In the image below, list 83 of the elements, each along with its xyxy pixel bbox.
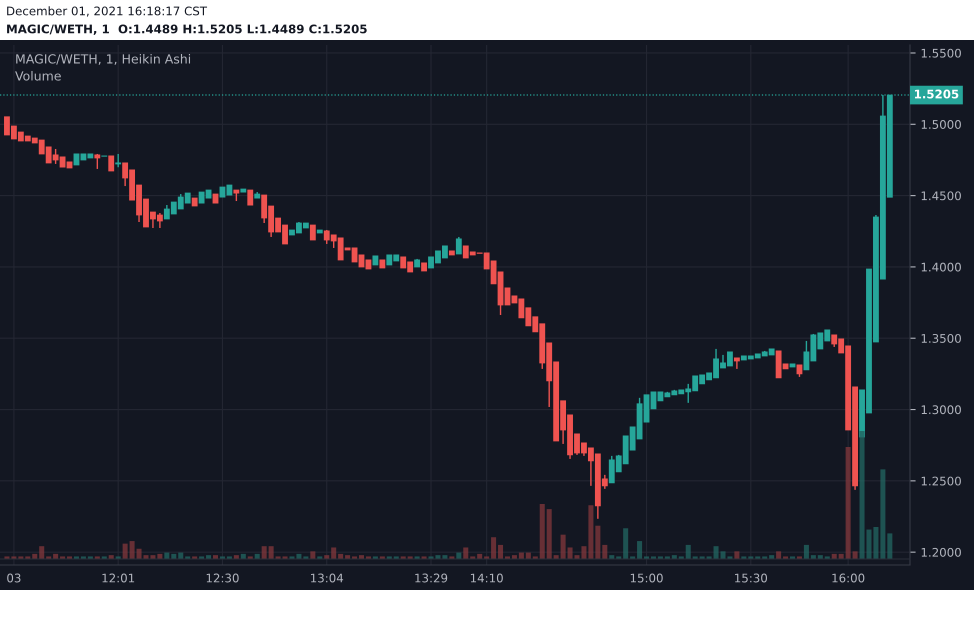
- x-tick-label: 15:00: [630, 574, 663, 582]
- bar: [164, 552, 170, 559]
- bar: [887, 533, 892, 559]
- bar: [714, 546, 719, 559]
- bar: [637, 541, 642, 559]
- bar: [554, 555, 559, 559]
- text: MAGIC/WETH, 1, Heikin Ashi: [16, 54, 190, 65]
- y-tick-label: 1.5500: [922, 48, 961, 58]
- bar: [358, 555, 364, 559]
- candlestick: [310, 224, 316, 240]
- bar: [143, 555, 148, 559]
- bar: [734, 551, 740, 559]
- bar: [213, 555, 218, 559]
- x-tick-label: 13:29: [415, 574, 448, 582]
- bar: [818, 555, 823, 559]
- candlestick: [115, 153, 122, 168]
- x-tick-label: 12:30: [206, 574, 239, 582]
- bar: [588, 505, 594, 559]
- ref-line-label: 1.5205: [914, 90, 958, 98]
- bar: [776, 551, 782, 559]
- bar: [810, 555, 816, 559]
- y-tick-label: 1.2000: [922, 548, 961, 557]
- bar: [595, 526, 600, 559]
- bar: [442, 555, 448, 559]
- y-tick-label: 1.5000: [922, 120, 961, 129]
- bar: [866, 530, 872, 559]
- bar: [262, 546, 267, 559]
- candlestick: [247, 190, 254, 206]
- bar: [234, 555, 239, 559]
- bar: [574, 555, 580, 559]
- y-tick-label: 1.4000: [922, 262, 961, 272]
- bar: [518, 552, 524, 559]
- bar: [880, 469, 886, 559]
- bar: [206, 555, 212, 559]
- bar: [873, 527, 878, 559]
- y-tick-label: 1.2500: [922, 476, 961, 486]
- bar: [498, 544, 504, 559]
- y-tick-label: 1.3000: [922, 405, 961, 414]
- bar: [672, 555, 677, 559]
- bar: [108, 555, 114, 559]
- bar: [546, 509, 552, 559]
- bar: [720, 551, 726, 559]
- bar: [581, 546, 586, 559]
- bar: [130, 541, 135, 559]
- y-tick-label: 1.4500: [922, 191, 961, 200]
- bar: [310, 551, 316, 559]
- bar: [150, 555, 156, 559]
- y-tick-label: 1.3500: [922, 334, 961, 343]
- bar: [526, 552, 531, 559]
- bar: [568, 547, 573, 559]
- bar: [804, 544, 809, 559]
- bar: [623, 528, 628, 559]
- bar: [268, 546, 274, 559]
- bar: [769, 555, 774, 559]
- bar: [846, 447, 851, 559]
- x-tick-label: 16:00: [832, 574, 864, 582]
- candlestick: [456, 236, 462, 255]
- candlestick: [233, 189, 240, 202]
- text: December 01, 2021 16:18:17 CST: [7, 6, 208, 17]
- x-tick-label: 12:01: [102, 574, 134, 582]
- bar: [136, 548, 142, 559]
- bar: [435, 555, 440, 559]
- bar: [602, 544, 608, 559]
- bar: [456, 552, 462, 559]
- x-tick-label: 13:04: [311, 574, 344, 582]
- candlestick: [94, 153, 100, 170]
- bar: [345, 555, 350, 559]
- x-tick-label: 15:30: [735, 574, 768, 582]
- chart-title: Volume: [15, 70, 61, 81]
- candlestick: [108, 156, 114, 172]
- bar: [324, 555, 330, 559]
- bar: [491, 537, 496, 559]
- bar: [860, 431, 865, 559]
- bar: [852, 551, 858, 559]
- bar: [122, 544, 128, 559]
- bar: [560, 534, 566, 559]
- text: MAGIC/WETH, 1 O:1.4489 H:1.5205 L:1.4489 C:1.5205: [7, 24, 367, 35]
- x-tick-label: 14:10: [470, 574, 503, 582]
- candlestick: [734, 357, 740, 370]
- x-tick-label: 03: [7, 574, 20, 582]
- candlestick: [796, 364, 802, 378]
- bar: [512, 555, 517, 559]
- bar: [331, 547, 336, 559]
